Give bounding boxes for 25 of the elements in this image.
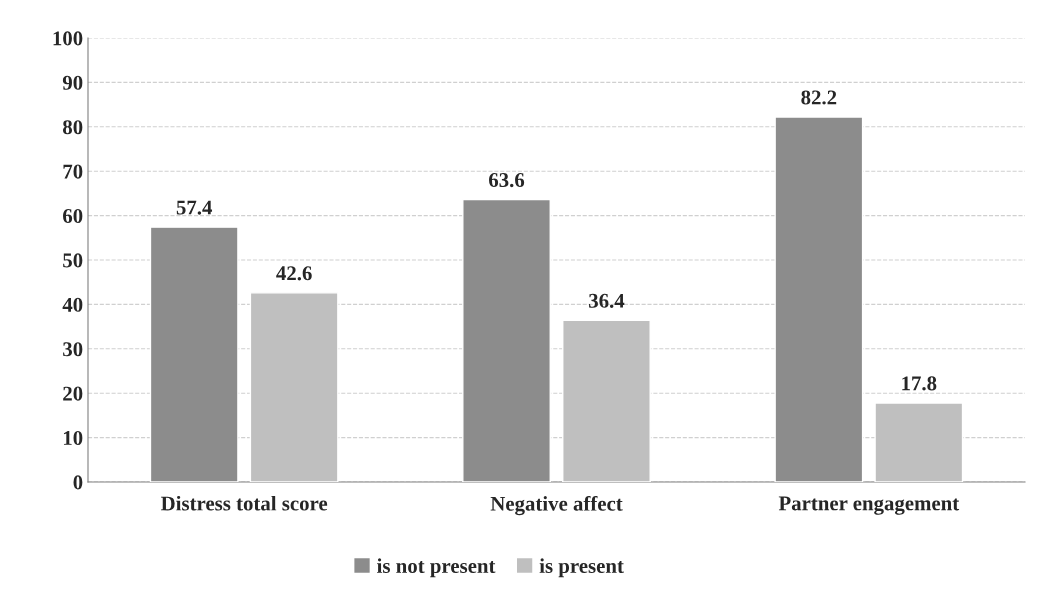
y-tick-label: 100	[53, 31, 83, 46]
bar	[562, 319, 651, 482]
y-tick-label: 80	[63, 120, 83, 135]
y-tick-label: 70	[63, 164, 83, 179]
bar	[249, 292, 339, 482]
y-tick-label: 50	[63, 253, 83, 268]
bar	[874, 402, 964, 482]
y-tick-label: 90	[62, 75, 83, 90]
x-tick-label: Distress total score	[161, 495, 328, 511]
y-tick-label: 10	[63, 430, 83, 446]
legend-label: is present	[539, 558, 624, 578]
data-label: 36.4	[589, 293, 625, 308]
y-tick-label: 0	[73, 475, 83, 490]
y-tick-label: 30	[63, 342, 83, 357]
x-tick-label: Partner engagement	[778, 496, 960, 515]
y-tick-label: 60	[63, 208, 83, 224]
data-label: 17.8	[902, 376, 937, 391]
data-label: 42.6	[276, 266, 312, 281]
data-label: 57.4	[176, 200, 213, 215]
x-tick-label: Negative affect	[490, 495, 623, 516]
y-tick-label: 40	[62, 297, 83, 312]
y-tick-label: 20	[63, 386, 83, 401]
legend-label: is not present	[377, 558, 496, 578]
data-label: 63.6	[489, 173, 525, 188]
data-label: 82.2	[801, 90, 837, 105]
